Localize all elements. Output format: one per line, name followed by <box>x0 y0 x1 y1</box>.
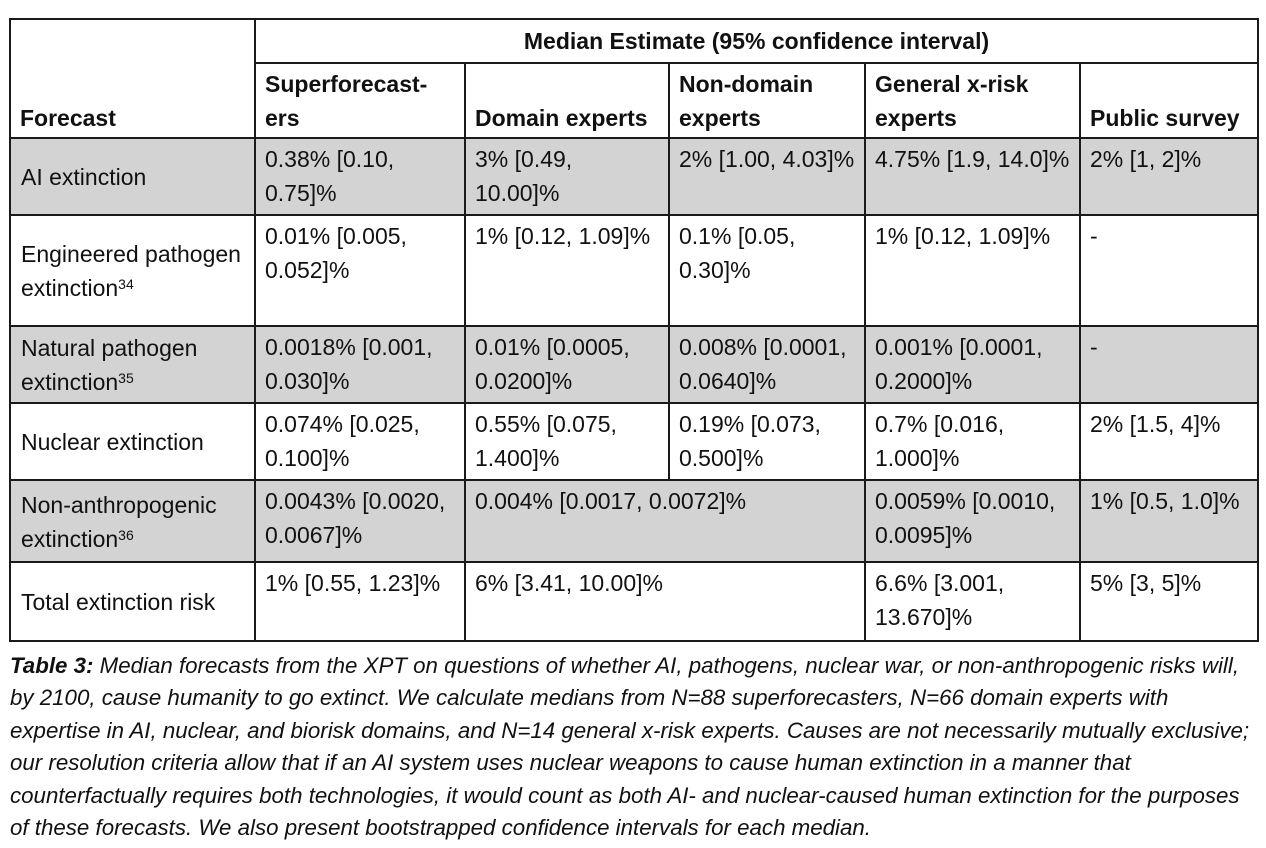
table-row: Nuclear extinction 0.074% [0.025, 0.100]… <box>9 402 1260 481</box>
table-cell: 0.001% [0.0001, 0.2000]% <box>864 325 1081 404</box>
table-row: Natural pathogen extinction35 0.0018% [0… <box>9 325 1260 404</box>
table-cell: 5% [3, 5]% <box>1078 561 1260 642</box>
table-cell: 3% [0.49, 10.00]% <box>464 137 670 216</box>
footnote-ref: 34 <box>118 276 134 292</box>
table-cell: 0.38% [0.10, 0.75]% <box>254 137 466 216</box>
table-row: AI extinction 0.38% [0.10, 0.75]% 3% [0.… <box>9 137 1260 216</box>
table-caption: Table 3: Median forecasts from the XPT o… <box>10 650 1260 844</box>
table-cell: 0.01% [0.005, 0.052]% <box>254 214 466 327</box>
caption-text: Median forecasts from the XPT on questio… <box>10 653 1250 841</box>
table-cell: 0.1% [0.05, 0.30]% <box>668 214 866 327</box>
table-cell: 6.6% [3.001, 13.670]% <box>864 561 1081 642</box>
table-cell: 1% [0.5, 1.0]% <box>1078 479 1260 563</box>
row-label: Nuclear extinction <box>9 402 256 481</box>
column-header-domain-experts: Domain experts <box>464 62 670 139</box>
row-label: Natural pathogen extinction35 <box>9 325 256 404</box>
table-cell: 0.01% [0.0005, 0.0200]% <box>464 325 670 404</box>
table-cell: 6% [3.41, 10.00]% <box>464 561 866 642</box>
table-cell: 2% [1, 2]% <box>1078 137 1260 216</box>
table-cell: 0.004% [0.0017, 0.0072]% <box>464 479 866 563</box>
column-header-superforecasters: Superforecast-ers <box>254 62 466 139</box>
group-header: Median Estimate (95% confidence interval… <box>253 18 1260 64</box>
table-row: Engineered pathogen extinction34 0.01% [… <box>9 214 1260 327</box>
footnote-ref: 35 <box>118 370 134 386</box>
table-cell: 0.0059% [0.0010, 0.0095]% <box>864 479 1081 563</box>
table-cell: 0.7% [0.016, 1.000]% <box>864 402 1081 481</box>
row-label: Non-anthropogenic extinction36 <box>9 479 256 563</box>
table-cell: - <box>1078 325 1260 404</box>
forecast-column-header: Forecast <box>9 63 256 139</box>
row-label: AI extinction <box>9 137 256 216</box>
table-cell: 0.0043% [0.0020, 0.0067]% <box>254 479 466 563</box>
footnote-ref: 36 <box>118 526 134 543</box>
row-label: Total extinction risk <box>9 561 256 642</box>
column-header-non-domain-experts: Non-domain experts <box>668 62 866 139</box>
table-cell: 1% [0.12, 1.09]% <box>464 214 670 327</box>
table-row: Non-anthropogenic extinction36 0.0043% [… <box>9 479 1260 563</box>
row-label: Engineered pathogen extinction34 <box>9 214 256 327</box>
table-cell: 0.008% [0.0001, 0.0640]% <box>668 325 866 404</box>
column-header-general-xrisk-experts: General x-risk experts <box>864 62 1081 139</box>
table-cell: 0.55% [0.075, 1.400]% <box>464 402 670 481</box>
table-cell: 0.0018% [0.001, 0.030]% <box>254 325 466 404</box>
table-cell: 0.19% [0.073, 0.500]% <box>668 402 866 481</box>
table-cell: 2% [1.00, 4.03]% <box>668 137 866 216</box>
column-header-public-survey: Public survey <box>1078 62 1260 139</box>
table-cell: 4.75% [1.9, 14.0]% <box>864 137 1081 216</box>
table-cell: 2% [1.5, 4]% <box>1078 402 1260 481</box>
table-cell: 1% [0.12, 1.09]% <box>864 214 1081 327</box>
caption-label: Table 3: <box>10 653 94 678</box>
table-cell: 1% [0.55, 1.23]% <box>254 561 466 642</box>
forecast-header-spacer <box>9 18 256 63</box>
table-cell: - <box>1078 214 1260 327</box>
forecast-table: Median Estimate (95% confidence interval… <box>9 18 1260 642</box>
table-row: Total extinction risk 1% [0.55, 1.23]% 6… <box>9 561 1260 642</box>
table-cell: 0.074% [0.025, 0.100]% <box>254 402 466 481</box>
